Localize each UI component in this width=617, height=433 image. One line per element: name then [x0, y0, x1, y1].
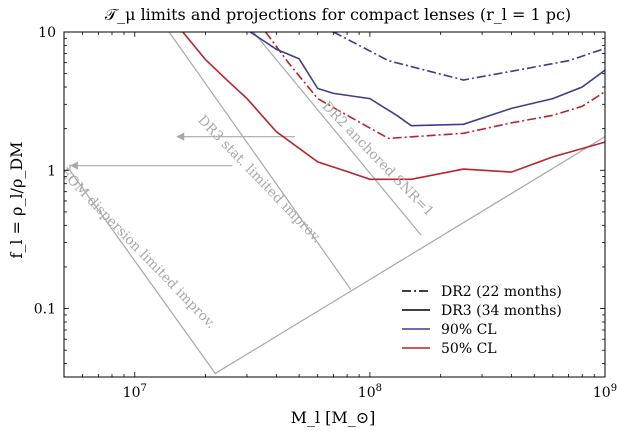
x-tick-label: 108 — [358, 383, 382, 401]
y-tick-label: 10 — [38, 25, 56, 41]
series-line-dr3-90 — [249, 32, 605, 127]
annotation-anno-eom: EOM dispersion limited improv. — [56, 165, 218, 332]
axes: 107 108 109 0.1 1 10 — [34, 25, 617, 401]
legend-label: DR3 (34 months) — [441, 303, 562, 319]
legend-label: DR2 (22 months) — [441, 284, 562, 300]
arrow-eom-head — [69, 161, 78, 170]
projection-line-dr2_anchored — [253, 32, 422, 236]
arrow-dr3-head — [176, 132, 185, 141]
y-tick-label: 0.1 — [34, 302, 56, 318]
series-line-dr2-90 — [333, 32, 605, 81]
x-tick-label: 107 — [123, 383, 147, 401]
chart-title: 𝒯_μ limits and projections for compact l… — [105, 5, 571, 24]
legend: DR2 (22 months) DR3 (34 months) 90% CL 50% … — [402, 284, 562, 357]
annotation-anno-dr3: DR3 stat. limited improv. — [194, 112, 324, 246]
x-axis-label: M_l [M_⊙] — [291, 408, 376, 427]
legend-label: 90% CL — [441, 322, 497, 338]
projection-line-eom_dispersion — [69, 136, 605, 375]
y-tick-label: 1 — [47, 163, 56, 179]
legend-label: 50% CL — [441, 341, 497, 357]
projection-line-dr3_stat — [168, 32, 352, 291]
plot-frame — [63, 31, 606, 378]
x-tick-label: 109 — [593, 383, 617, 401]
series-line-dr2-50 — [264, 32, 605, 140]
y-axis-label: f_l = ρ_l/ρ_DM — [7, 141, 26, 258]
annotation-anno-dr2: DR2 anchored SNR=1 — [319, 98, 437, 220]
series-line-dr3-50 — [182, 32, 605, 181]
